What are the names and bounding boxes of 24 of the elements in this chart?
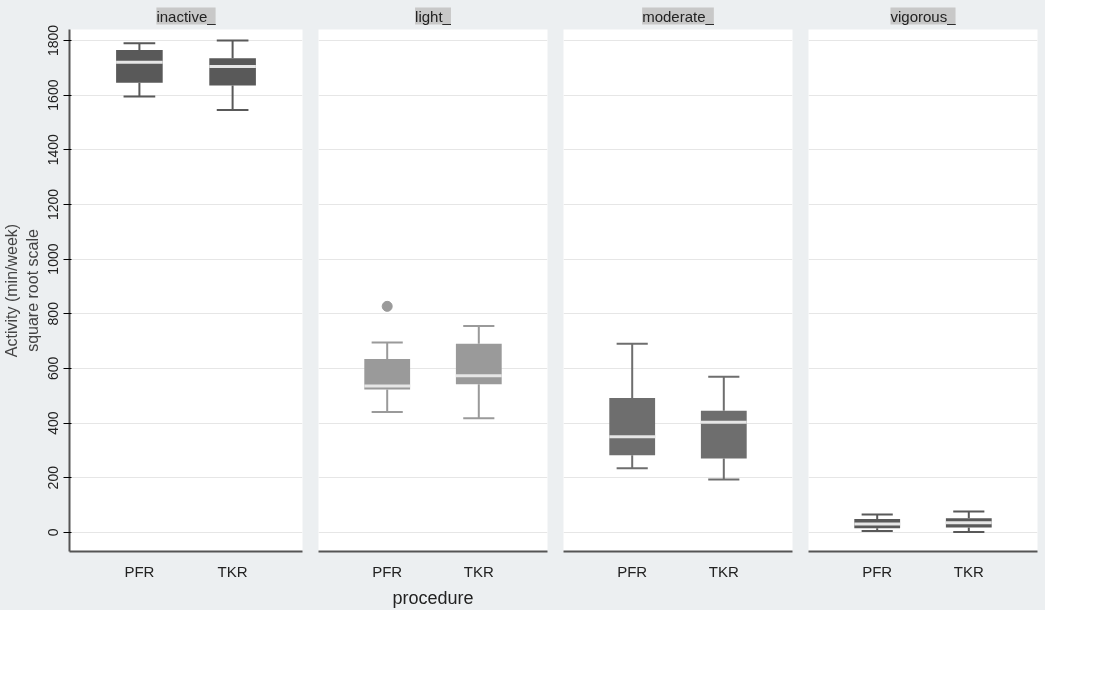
y-tick-label: 1200	[45, 188, 62, 220]
y-tick-label: 1000	[45, 243, 62, 275]
x-tick-label: TKR	[953, 562, 984, 580]
y-axis-title: Activity (min/week) square root scale	[3, 223, 41, 358]
chart-title: vigorous_	[890, 7, 957, 25]
y-tick-label: 1400	[45, 133, 62, 166]
chart-title: inactive_	[156, 7, 217, 25]
y-tick-label: 400	[45, 411, 62, 435]
y-tick-label: 0	[45, 528, 62, 537]
y-tick-label: 800	[45, 301, 62, 326]
y-tick-label: 200	[45, 465, 62, 490]
x-axis-title: procedure	[392, 587, 474, 608]
y-tick-label: 600	[45, 356, 62, 381]
y-tick-label: 1800	[45, 24, 62, 56]
x-tick-label: PFR	[124, 562, 155, 580]
x-tick-label: PFR	[372, 562, 403, 580]
y-tick-label: 1600	[45, 79, 62, 111]
x-tick-label: TKR	[217, 562, 248, 580]
chart-title: light_	[415, 7, 452, 25]
x-tick-label: TKR	[708, 562, 739, 580]
x-tick-label: TKR	[463, 562, 494, 580]
x-tick-label: PFR	[617, 562, 648, 580]
chart-title: moderate_	[642, 7, 715, 25]
x-tick-label: PFR	[862, 562, 893, 580]
